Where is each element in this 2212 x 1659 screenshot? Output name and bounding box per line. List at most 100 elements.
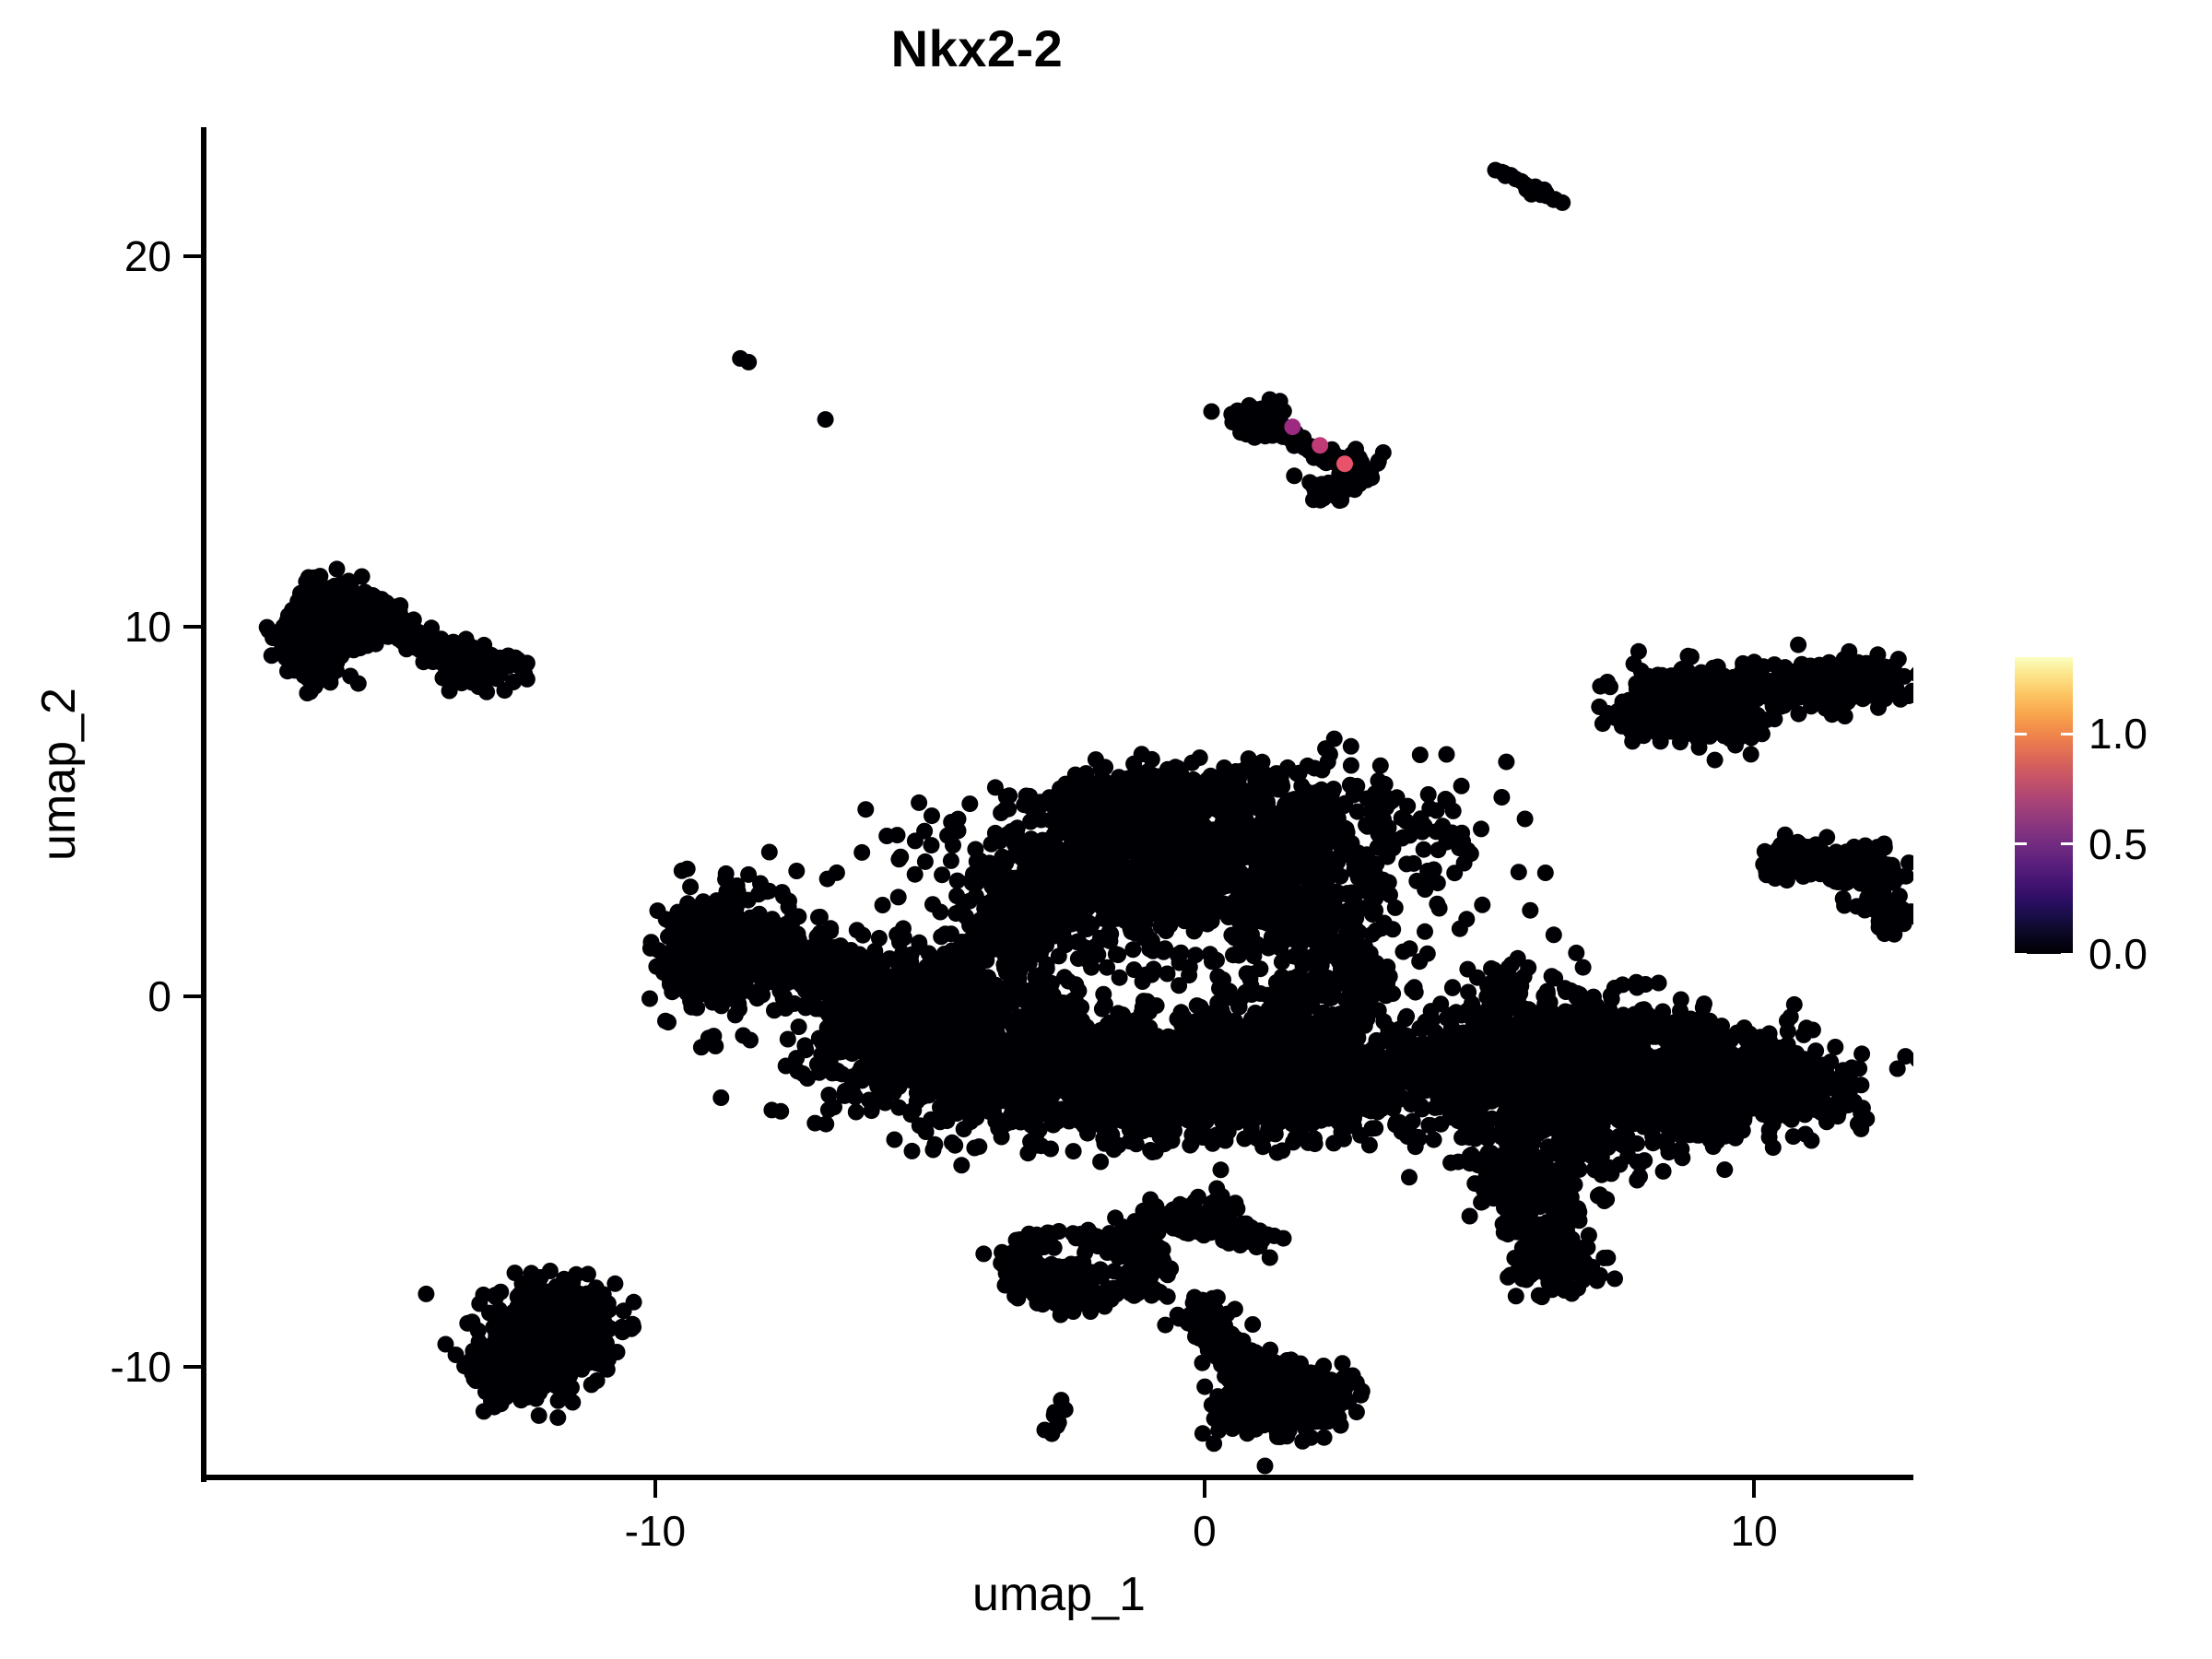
scatter-point xyxy=(983,1026,1001,1043)
scatter-point xyxy=(1371,757,1389,774)
scatter-point xyxy=(1013,906,1030,924)
scatter-point xyxy=(1047,1025,1065,1042)
scatter-point xyxy=(1221,989,1239,1006)
scatter-point xyxy=(1139,874,1157,891)
scatter-point xyxy=(1041,794,1058,812)
scatter-point xyxy=(1516,810,1534,828)
scatter-point xyxy=(1312,1083,1330,1100)
scatter-point xyxy=(1134,1114,1151,1132)
scatter-point xyxy=(1376,775,1394,793)
scatter-point xyxy=(1473,820,1489,838)
scatter-point xyxy=(763,1101,781,1119)
scatter-point xyxy=(1430,900,1448,917)
scatter-point xyxy=(947,905,965,923)
scatter-point xyxy=(1080,845,1098,863)
scatter-point xyxy=(1312,957,1330,974)
scatter-point xyxy=(1374,871,1392,888)
scatter-point xyxy=(1289,839,1307,856)
scatter-point xyxy=(847,1103,865,1121)
scatter-point xyxy=(948,888,966,904)
scatter-point xyxy=(1008,819,1026,837)
scatter-point xyxy=(1286,1031,1303,1049)
scatter-point xyxy=(1128,897,1146,914)
scatter-point xyxy=(1357,938,1374,956)
scatter-point xyxy=(1359,790,1376,807)
scatter-point xyxy=(779,1030,796,1048)
scatter-point xyxy=(1342,1086,1359,1103)
scatter-point xyxy=(1271,920,1288,937)
scatter-point xyxy=(1510,864,1527,881)
scatter-point xyxy=(1205,1019,1222,1037)
scatter-point xyxy=(929,1047,947,1065)
scatter-point xyxy=(1175,1008,1193,1026)
scatter-point xyxy=(1289,969,1307,985)
scatter-point xyxy=(1092,1153,1110,1171)
scatter-point xyxy=(1124,941,1142,959)
scatter-point xyxy=(1182,1025,1198,1042)
scatter-point xyxy=(1039,1006,1056,1023)
scatter-point xyxy=(1438,746,1455,763)
scatter-point xyxy=(1133,834,1150,851)
scatter-point xyxy=(796,1037,814,1054)
scatter-point xyxy=(1065,992,1082,1009)
scatter-point xyxy=(818,870,836,888)
scatter-point xyxy=(1408,872,1426,889)
scatter-point xyxy=(1288,1109,1306,1126)
scatter-point xyxy=(1309,862,1326,879)
scatter-point xyxy=(1295,1007,1312,1025)
scatter-point xyxy=(818,1115,835,1133)
scatter-point xyxy=(1375,1013,1393,1030)
scatter-point xyxy=(1209,841,1227,859)
scatter-point xyxy=(830,1043,848,1061)
scatter-point xyxy=(857,801,875,818)
scatter-point xyxy=(682,878,700,896)
scatter-point xyxy=(867,1041,885,1057)
scatter-point xyxy=(1101,933,1119,949)
scatter-point xyxy=(888,827,906,844)
scatter-point xyxy=(641,990,658,1007)
scatter-point xyxy=(923,837,940,854)
scatter-point xyxy=(886,1131,903,1148)
scatter-point xyxy=(997,788,1015,806)
scatter-point xyxy=(1050,844,1067,862)
scatter-point xyxy=(1251,897,1268,914)
scatter-point xyxy=(1038,1100,1055,1116)
scatter-point xyxy=(903,1142,921,1159)
scatter-point xyxy=(1017,926,1034,943)
scatter-point xyxy=(1287,1071,1304,1088)
scatter-point xyxy=(961,795,979,813)
scatter-point xyxy=(1175,780,1193,797)
scatter-point xyxy=(1176,860,1194,877)
scatter-point xyxy=(1365,857,1382,875)
scatter-point xyxy=(1347,1065,1365,1083)
scatter-point xyxy=(1110,898,1127,915)
scatter-point xyxy=(943,942,960,959)
scatter-point xyxy=(1311,920,1327,937)
scatter-point xyxy=(1361,961,1379,979)
scatter-point xyxy=(1474,896,1491,913)
scatter-point xyxy=(829,1063,846,1079)
scatter-point xyxy=(1304,848,1322,865)
scatter-point xyxy=(1012,1113,1030,1131)
scatter-point xyxy=(1254,1138,1272,1156)
scatter-point xyxy=(819,1101,837,1119)
scatter-point xyxy=(1181,967,1198,984)
scatter-point xyxy=(944,1134,960,1151)
scatter-point xyxy=(916,822,934,840)
scatter-point xyxy=(1103,1126,1121,1144)
scatter-point xyxy=(1090,1065,1108,1082)
scatter-point xyxy=(1369,839,1386,856)
scatter-point xyxy=(1367,901,1384,919)
scatter-point xyxy=(861,1091,877,1109)
scatter-point xyxy=(1174,842,1192,860)
scatter-point xyxy=(889,888,907,906)
scatter-point xyxy=(1394,830,1411,847)
scatter-point xyxy=(963,1106,981,1124)
scatter-point xyxy=(1060,777,1077,794)
scatter-point xyxy=(1425,1131,1442,1148)
scatter-point xyxy=(1142,1142,1159,1159)
scatter-point xyxy=(1459,960,1477,978)
scatter-point xyxy=(1415,841,1432,858)
scatter-point xyxy=(936,925,954,943)
